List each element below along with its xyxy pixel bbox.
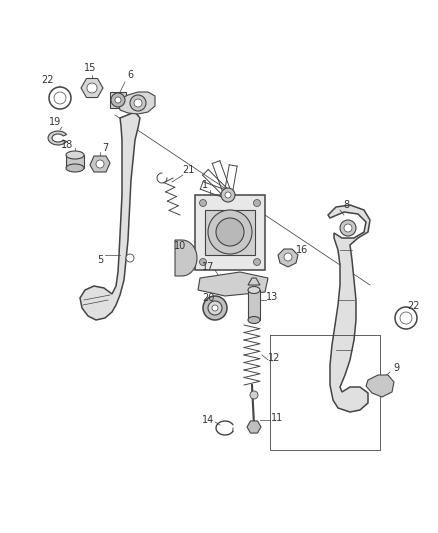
Text: 6: 6 xyxy=(127,70,133,80)
Polygon shape xyxy=(66,155,84,168)
Circle shape xyxy=(115,97,121,103)
Text: 12: 12 xyxy=(268,353,280,363)
Circle shape xyxy=(400,312,412,324)
Circle shape xyxy=(96,160,104,168)
Polygon shape xyxy=(198,272,268,296)
Text: 8: 8 xyxy=(343,200,349,210)
Ellipse shape xyxy=(66,164,84,172)
Circle shape xyxy=(126,254,134,262)
Polygon shape xyxy=(175,240,197,276)
Circle shape xyxy=(212,305,218,311)
Circle shape xyxy=(395,307,417,329)
Polygon shape xyxy=(118,92,155,114)
Text: 18: 18 xyxy=(61,140,73,150)
Circle shape xyxy=(284,253,292,261)
Circle shape xyxy=(208,210,252,254)
Text: 9: 9 xyxy=(393,363,399,373)
Ellipse shape xyxy=(248,287,260,294)
Text: 10: 10 xyxy=(174,241,186,251)
Circle shape xyxy=(111,93,125,107)
Circle shape xyxy=(199,199,206,206)
Text: 21: 21 xyxy=(182,165,194,175)
Polygon shape xyxy=(110,92,126,108)
Text: 20: 20 xyxy=(202,293,214,303)
Polygon shape xyxy=(80,112,140,320)
Text: 19: 19 xyxy=(49,117,61,127)
Text: 5: 5 xyxy=(97,255,103,265)
Text: 11: 11 xyxy=(271,413,283,423)
Circle shape xyxy=(254,259,261,265)
Circle shape xyxy=(203,296,227,320)
Ellipse shape xyxy=(66,151,84,159)
Circle shape xyxy=(225,192,231,198)
Polygon shape xyxy=(248,278,260,285)
Circle shape xyxy=(87,83,97,93)
Text: 22: 22 xyxy=(42,75,54,85)
Circle shape xyxy=(134,99,142,107)
Text: 14: 14 xyxy=(202,415,214,425)
Circle shape xyxy=(208,301,222,315)
Polygon shape xyxy=(278,249,298,267)
Text: 17: 17 xyxy=(202,262,214,272)
Text: 16: 16 xyxy=(296,245,308,255)
Circle shape xyxy=(130,95,146,111)
Polygon shape xyxy=(248,290,260,320)
Text: 15: 15 xyxy=(84,63,96,73)
Polygon shape xyxy=(328,205,370,412)
Circle shape xyxy=(54,92,66,104)
Circle shape xyxy=(250,391,258,399)
Text: 1: 1 xyxy=(202,180,208,190)
Circle shape xyxy=(199,259,206,265)
Polygon shape xyxy=(366,375,394,397)
Text: 22: 22 xyxy=(408,301,420,311)
Polygon shape xyxy=(205,210,255,255)
Polygon shape xyxy=(48,131,67,145)
Polygon shape xyxy=(90,156,110,172)
Polygon shape xyxy=(81,78,103,98)
Ellipse shape xyxy=(248,317,260,324)
Circle shape xyxy=(216,218,244,246)
Circle shape xyxy=(344,224,352,232)
Circle shape xyxy=(340,220,356,236)
Text: 13: 13 xyxy=(266,292,278,302)
Circle shape xyxy=(49,87,71,109)
Circle shape xyxy=(221,188,235,202)
Circle shape xyxy=(254,199,261,206)
Polygon shape xyxy=(247,421,261,433)
Text: 7: 7 xyxy=(102,143,108,153)
Polygon shape xyxy=(195,195,265,270)
